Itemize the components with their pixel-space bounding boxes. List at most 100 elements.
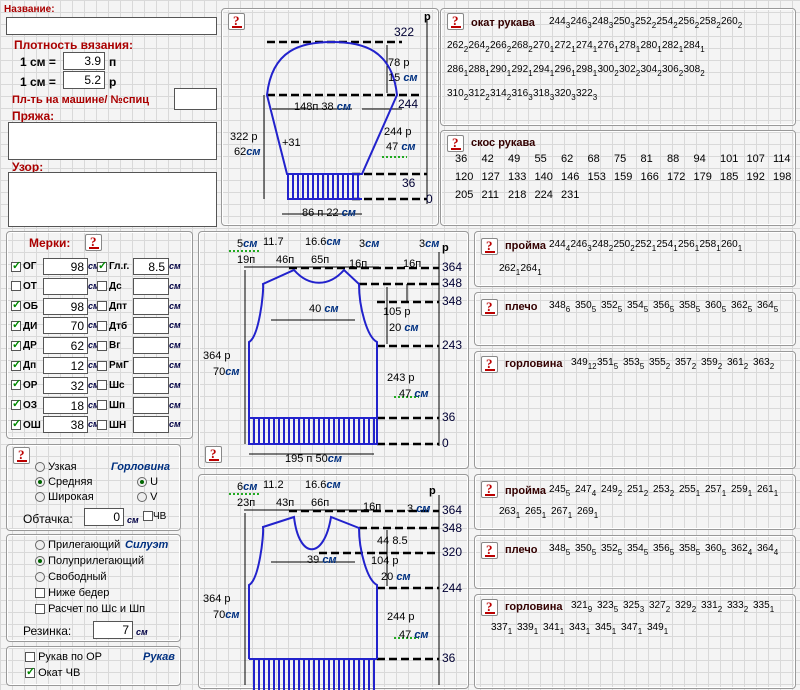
front-armhole-title: пройма [505,485,546,497]
help-icon[interactable]: ? [481,356,498,373]
bevel-value: 153 [587,171,606,183]
measure-field[interactable]: 18 [43,396,88,414]
calc-entry: 2463 [571,15,592,32]
calc-entry: 3486 [549,299,570,316]
help-icon[interactable]: ? [447,135,464,152]
measure-checkbox[interactable] [97,380,107,391]
density-rows-field[interactable]: 5.2 [63,71,105,89]
calc-shs-checkbox[interactable]: Расчет по Шс и Шп [35,603,145,615]
help-icon[interactable]: ? [481,238,498,255]
measure-checkbox[interactable] [11,358,21,371]
measure-checkbox[interactable] [97,400,107,411]
calc-row: 360 [705,543,722,554]
obtachka-field[interactable]: 0 [84,508,124,526]
measure-field[interactable]: 70 [43,317,88,335]
measure-field[interactable]: 12 [43,357,88,374]
yarn-field[interactable] [8,122,217,160]
calc-row: 357 [675,357,692,368]
sil-tight-option[interactable]: Прилегающий [35,539,120,551]
calc-count: 2 [630,244,635,253]
radio-icon [35,462,45,473]
calc-entry: 2561 [678,238,699,255]
measure-field[interactable]: 38 [43,416,88,434]
measure-checkbox[interactable] [97,419,107,430]
calc-row: 274 [576,40,593,51]
help-icon[interactable]: ? [13,447,30,464]
help-icon[interactable]: ? [447,13,464,30]
measure-field[interactable] [133,277,169,295]
neck-v-option[interactable]: V [137,491,157,503]
calc-row: 290 [490,64,507,75]
measure-field[interactable] [133,376,169,394]
measure-field[interactable] [133,396,169,414]
sleeve-by-or-checkbox[interactable]: Рукав по ОР [25,651,102,663]
measure-checkbox[interactable] [97,340,107,351]
measure-checkbox[interactable] [11,281,21,292]
neck-u-option[interactable]: U [137,476,158,488]
neck-medium-option[interactable]: Средняя [35,476,92,488]
help-icon[interactable]: ? [481,542,498,559]
back-top-166: 16.6см [305,236,341,248]
measure-checkbox[interactable] [11,259,21,272]
calc-row: 325 [623,600,640,611]
measure-field[interactable]: 98 [43,297,88,315]
measure-checkbox[interactable] [97,320,107,331]
calc-entry: 3515 [597,356,618,373]
name-field[interactable] [6,17,217,35]
measure-checkbox[interactable] [11,318,21,331]
measure-field[interactable]: 8.5 [133,258,169,275]
measure-checkbox[interactable] [97,301,107,312]
sil-semi-option[interactable]: Полуприлегающий [35,555,144,567]
pattern-field[interactable] [8,172,217,227]
measure-checkbox[interactable] [11,377,21,391]
measure-checkbox[interactable] [11,338,21,351]
measure-checkbox[interactable] [11,298,21,312]
machine-field[interactable] [174,88,217,110]
measure-checkbox[interactable] [97,281,107,292]
help-icon[interactable]: ? [228,13,245,30]
neck-wide-option[interactable]: Широкая [35,491,94,503]
help-icon[interactable]: ? [481,599,498,616]
help-icon[interactable]: ? [481,481,498,498]
measure-field[interactable] [133,416,169,434]
rib-field[interactable]: 7 [93,621,133,639]
cap-chv-checkbox[interactable]: Окат ЧВ [25,665,80,679]
measure-field[interactable]: 98 [43,258,88,275]
measure-checkbox[interactable] [97,360,107,371]
measure-field[interactable] [133,317,169,335]
measure-unit: см [88,340,100,351]
calc-entry: 3219 [571,599,592,616]
back-n46: 46п [276,254,295,266]
measure-key: ОТ [23,280,37,292]
help-icon[interactable]: ? [205,446,222,463]
calc-count: 1 [571,45,576,54]
calc-row: 246 [570,16,588,27]
measure-checkbox[interactable] [11,417,21,430]
calc-count: 5 [613,362,619,371]
measure-checkbox[interactable] [11,397,21,411]
measure-field[interactable]: 62 [43,337,88,355]
calc-entry: 3592 [701,356,722,373]
radio-icon [35,556,45,567]
help-icon[interactable]: ? [481,299,498,316]
measure-field[interactable] [133,297,169,315]
front-n66: 66п [311,497,330,509]
help-icon[interactable]: ? [85,234,102,251]
calc-count: 1 [515,268,521,277]
measure-field[interactable]: 32 [43,376,88,394]
calc-entry: 3625 [731,299,752,316]
measure-field[interactable] [133,337,169,355]
calc-count: 2 [485,45,490,54]
neck-narrow-option[interactable]: Узкая [35,461,77,473]
below-hips-checkbox[interactable]: Ниже бедер [35,587,109,599]
density-stitches-field[interactable]: 3.9 [63,52,105,70]
calc-row: 252 [635,239,652,250]
measure-checkbox[interactable] [97,259,107,272]
chv-checkbox[interactable]: ЧВ [143,511,166,522]
calc-count: 2 [528,45,533,54]
sil-free-option[interactable]: Свободный [35,571,107,583]
measure-field[interactable] [133,357,169,374]
calc-row: 269 [577,506,594,517]
calc-row: 337 [491,622,508,633]
measure-field[interactable] [43,277,88,295]
